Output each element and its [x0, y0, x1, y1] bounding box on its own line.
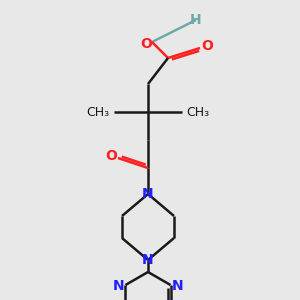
- Text: N: N: [142, 187, 154, 201]
- Text: O: O: [105, 149, 117, 163]
- Text: O: O: [201, 39, 213, 53]
- Text: N: N: [142, 253, 154, 267]
- Text: N: N: [172, 279, 183, 293]
- Text: CH₃: CH₃: [186, 106, 210, 118]
- Text: H: H: [190, 13, 202, 27]
- Text: CH₃: CH₃: [86, 106, 110, 118]
- Text: N: N: [113, 279, 124, 293]
- Text: O: O: [140, 37, 152, 51]
